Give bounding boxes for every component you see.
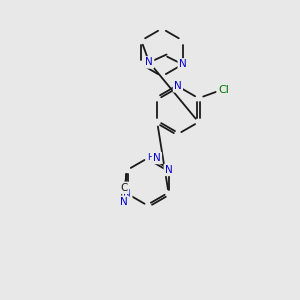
Text: N: N — [165, 165, 172, 175]
Text: Cl: Cl — [218, 85, 229, 95]
Text: N: N — [123, 189, 131, 199]
Text: N: N — [153, 153, 161, 163]
Text: N: N — [174, 81, 182, 91]
Text: N: N — [121, 197, 128, 207]
Text: N: N — [179, 59, 187, 69]
Text: H: H — [147, 154, 153, 163]
Text: C: C — [121, 183, 128, 193]
Text: N: N — [145, 57, 153, 68]
